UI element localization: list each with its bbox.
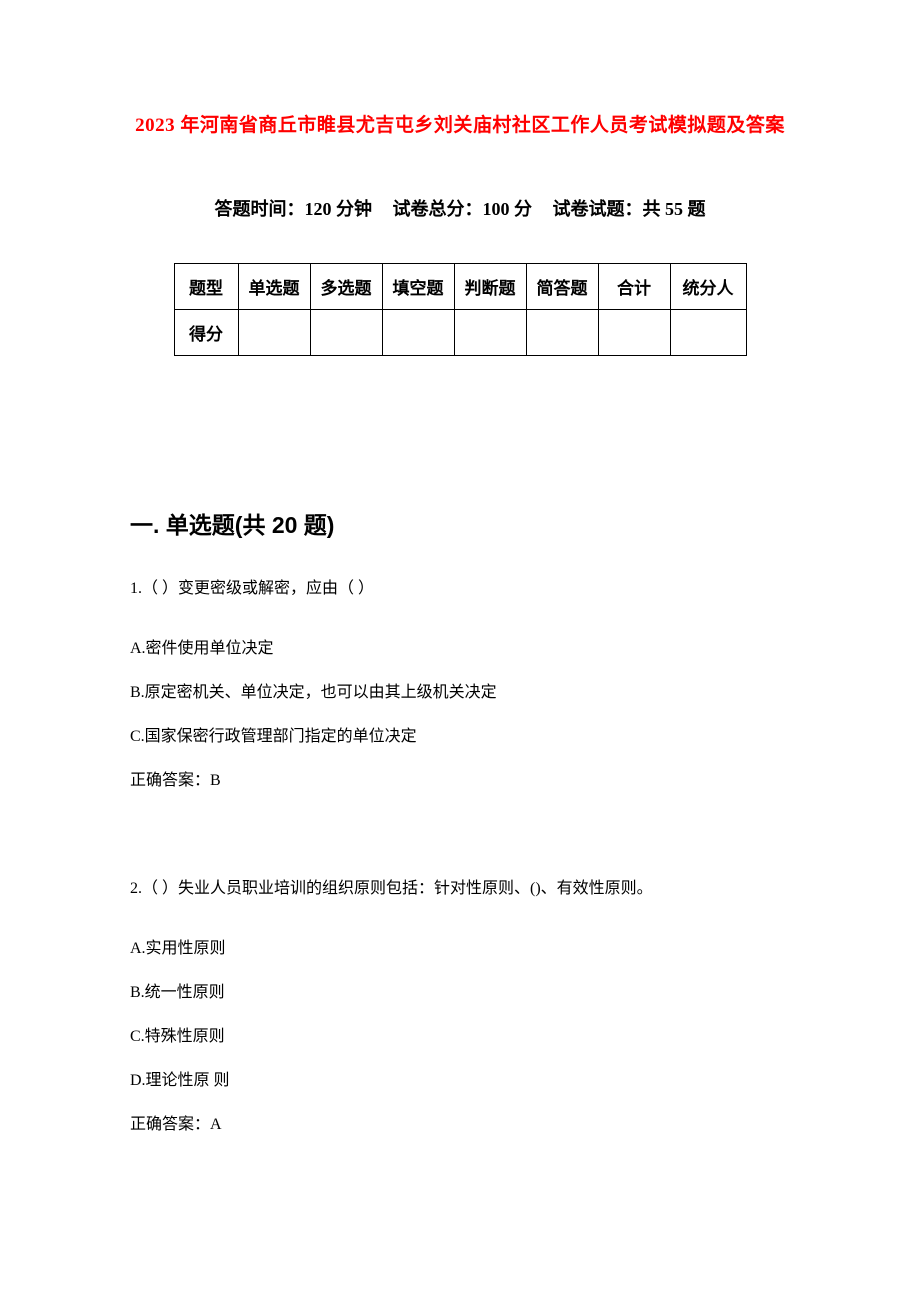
question-text: 2.（ ）失业人员职业培训的组织原则包括：针对性原则、()、有效性原则。 <box>130 874 790 898</box>
option-b: B.原定密机关、单位决定，也可以由其上级机关决定 <box>130 678 790 702</box>
document-title: 2023 年河南省商丘市睢县尤吉屯乡刘关庙村社区工作人员考试模拟题及答案 <box>130 110 790 137</box>
exam-question-count: 试卷试题：共 55 题 <box>553 199 706 219</box>
question-2: 2.（ ）失业人员职业培训的组织原则包括：针对性原则、()、有效性原则。 A.实… <box>130 874 790 1134</box>
score-cell <box>382 310 454 356</box>
section-1-heading: 一. 单选题(共 20 题) <box>130 506 790 540</box>
option-d: D.理论性原 则 <box>130 1066 790 1090</box>
option-a: A.密件使用单位决定 <box>130 634 790 658</box>
option-a: A.实用性原则 <box>130 934 790 958</box>
score-cell <box>526 310 598 356</box>
score-table-header-row: 题型 单选题 多选题 填空题 判断题 简答题 合计 统分人 <box>174 264 746 310</box>
score-header-type: 题型 <box>174 264 238 310</box>
option-c: C.特殊性原则 <box>130 1022 790 1046</box>
score-header-fill: 填空题 <box>382 264 454 310</box>
score-cell <box>454 310 526 356</box>
option-b: B.统一性原则 <box>130 978 790 1002</box>
exam-total-score: 试卷总分：100 分 <box>393 199 533 219</box>
exam-info-line: 答题时间：120 分钟 试卷总分：100 分 试卷试题：共 55 题 <box>130 195 790 221</box>
score-table-value-row: 得分 <box>174 310 746 356</box>
score-header-multi: 多选题 <box>310 264 382 310</box>
correct-answer: 正确答案：A <box>130 1110 790 1134</box>
document-page: 2023 年河南省商丘市睢县尤吉屯乡刘关庙村社区工作人员考试模拟题及答案 答题时… <box>0 0 920 1302</box>
exam-time: 答题时间：120 分钟 <box>215 199 373 219</box>
question-text: 1.（ ）变更密级或解密，应由（ ） <box>130 574 790 598</box>
score-row-label: 得分 <box>174 310 238 356</box>
score-cell <box>670 310 746 356</box>
score-header-total: 合计 <box>598 264 670 310</box>
question-1: 1.（ ）变更密级或解密，应由（ ） A.密件使用单位决定 B.原定密机关、单位… <box>130 574 790 790</box>
score-header-judge: 判断题 <box>454 264 526 310</box>
score-header-short: 简答题 <box>526 264 598 310</box>
score-cell <box>310 310 382 356</box>
option-c: C.国家保密行政管理部门指定的单位决定 <box>130 722 790 746</box>
score-cell <box>598 310 670 356</box>
correct-answer: 正确答案：B <box>130 766 790 790</box>
score-table: 题型 单选题 多选题 填空题 判断题 简答题 合计 统分人 得分 <box>174 263 747 356</box>
score-header-single: 单选题 <box>238 264 310 310</box>
score-cell <box>238 310 310 356</box>
score-header-marker: 统分人 <box>670 264 746 310</box>
